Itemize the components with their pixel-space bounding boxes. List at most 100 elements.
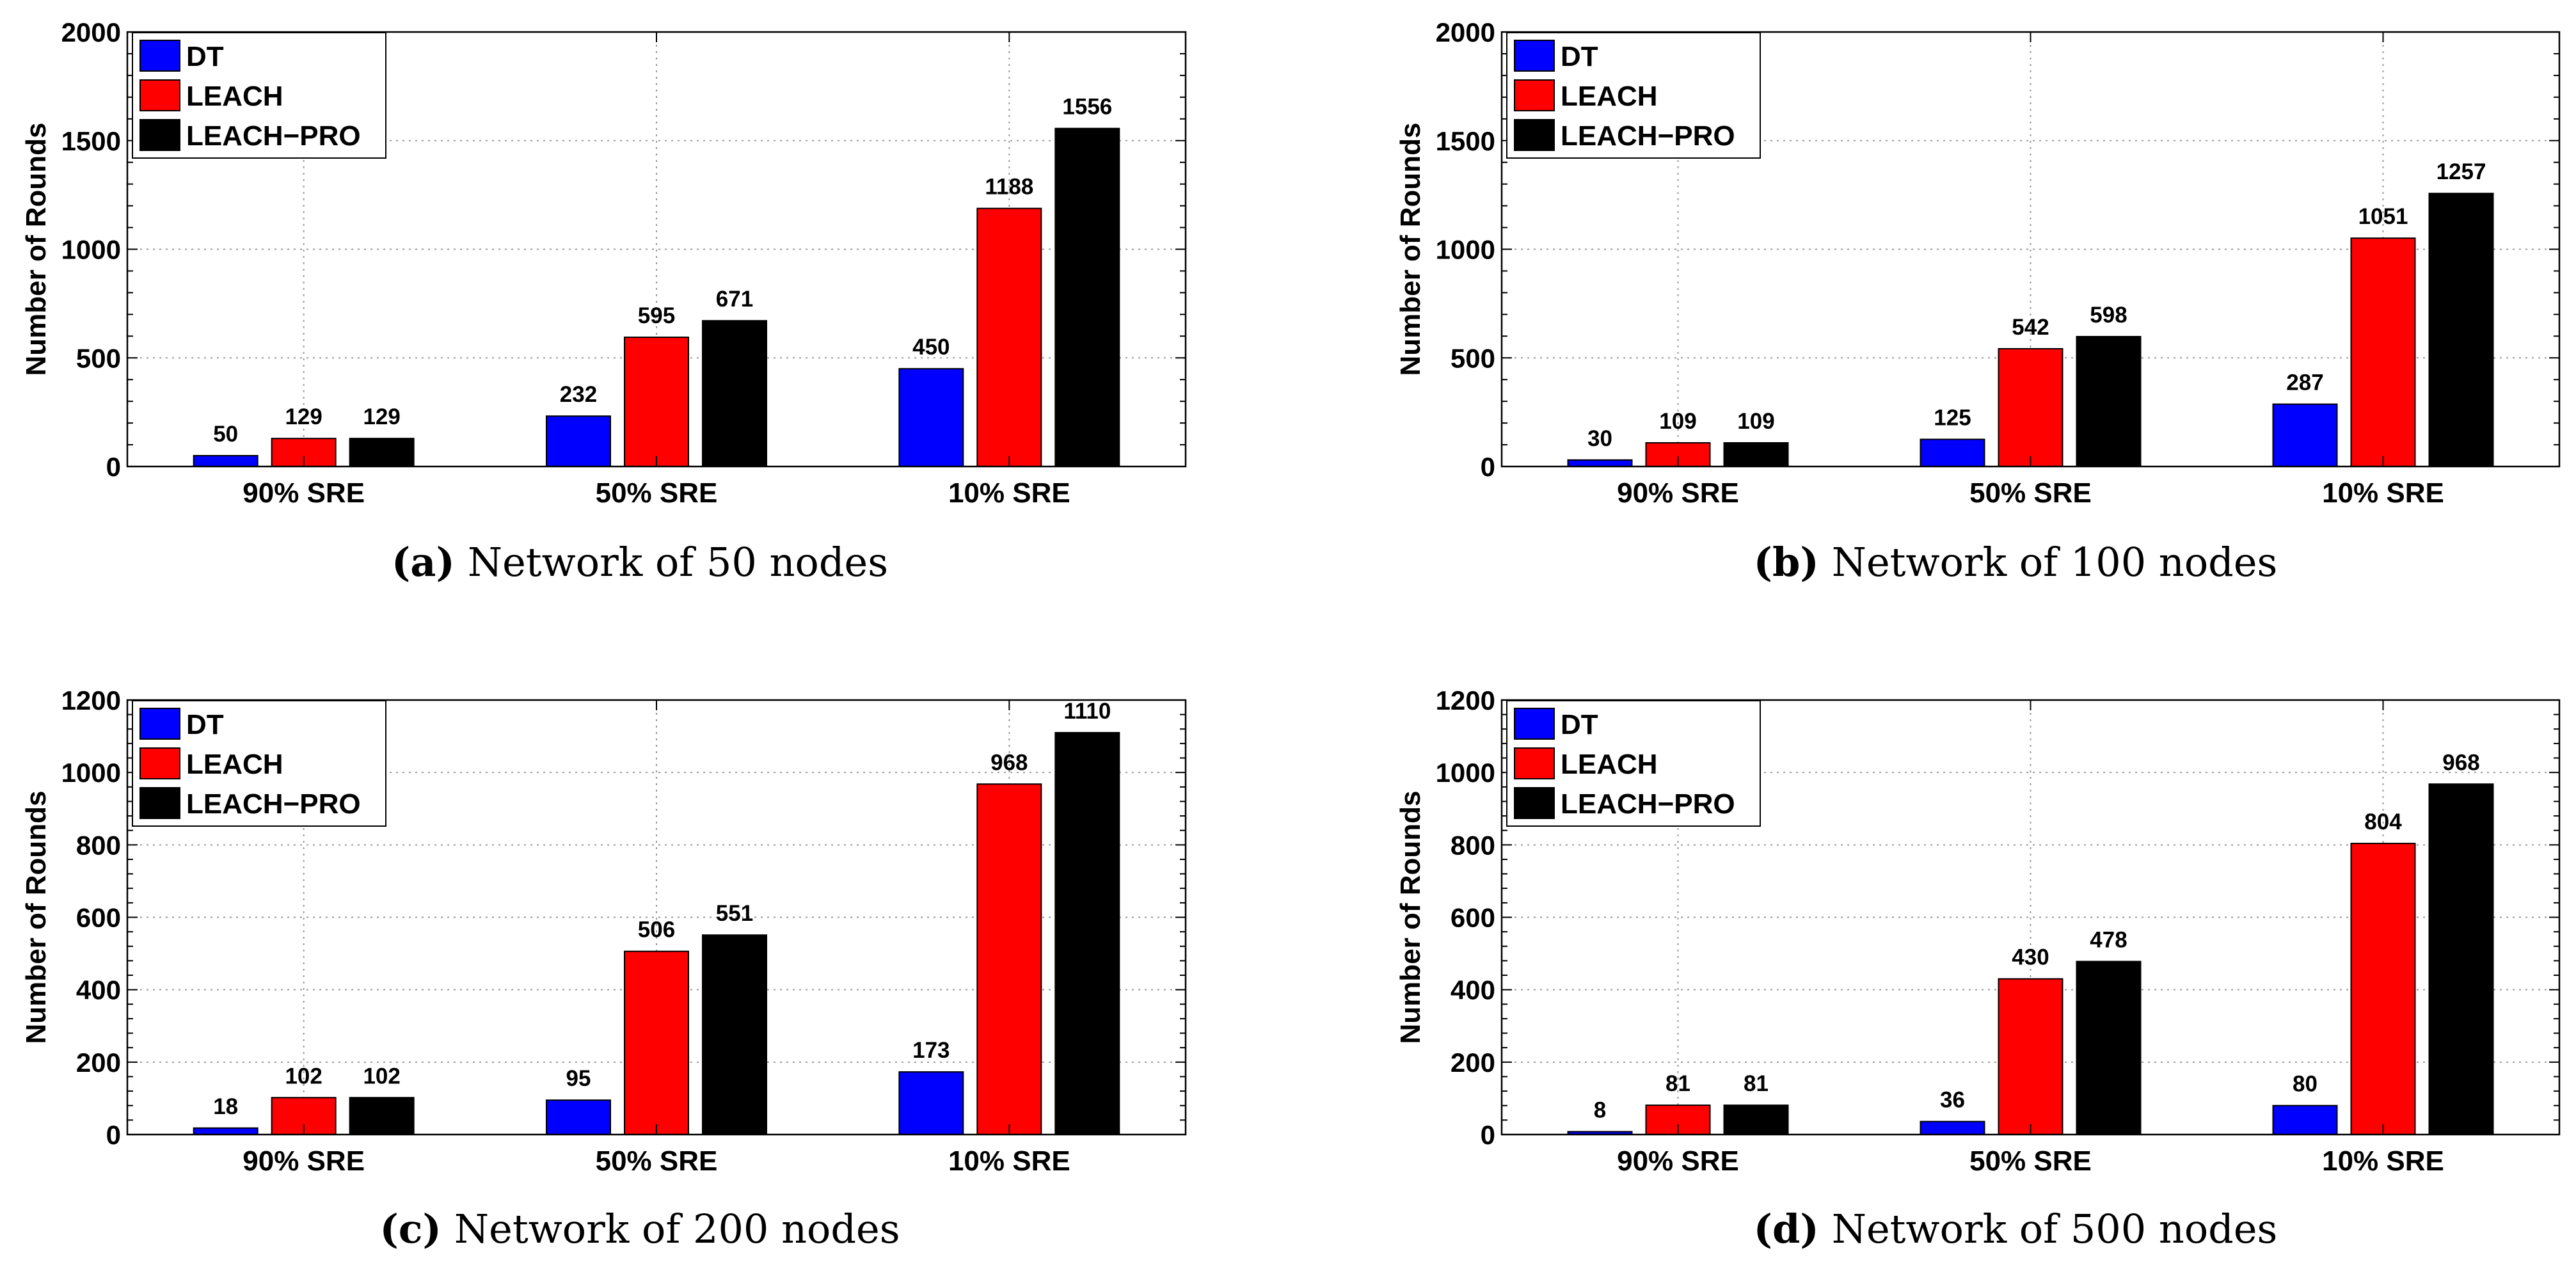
chart-panel-b: 30 125 287 109 542 1051 109 598 1257 0 500 1000 1500… <box>1395 17 2561 586</box>
bar-leachpro-0 <box>349 438 415 468</box>
data-label: 232 <box>560 382 597 407</box>
y-tick-label: 400 <box>1451 975 1495 1005</box>
x-tick-label: 50% SRE <box>596 477 718 509</box>
bar-leachpro-1 <box>2076 960 2142 1135</box>
data-label: 671 <box>716 287 753 312</box>
y-tick-label: 1200 <box>61 685 121 715</box>
caption-text: Network of 200 nodes <box>454 1206 900 1252</box>
data-label: 109 <box>1737 409 1774 434</box>
bar-dt-1 <box>1920 438 1985 467</box>
data-label: 36 <box>1940 1088 1965 1113</box>
legend-swatch <box>139 747 180 779</box>
y-tick-label: 2000 <box>61 17 121 47</box>
bar-leachpro-2 <box>1054 127 1120 468</box>
bar-dt-1 <box>1920 1120 1985 1136</box>
bar-leachpro-0 <box>349 1097 415 1136</box>
x-tick-label: 90% SRE <box>1617 477 1739 509</box>
y-tick-label: 0 <box>106 1120 121 1150</box>
data-label: 1257 <box>2437 159 2486 184</box>
data-label: 598 <box>2090 303 2127 328</box>
bar-leach-1 <box>1998 347 2063 468</box>
bar-dt-2 <box>2272 403 2338 467</box>
y-tick-label: 1500 <box>61 126 121 156</box>
data-label: 595 <box>638 303 675 328</box>
data-label: 506 <box>638 918 675 943</box>
chart-panel-d: 8 36 80 81 430 804 81 478 968 0 200 400 600 800 1000 12… <box>1395 685 2561 1252</box>
data-label: 968 <box>2442 750 2479 775</box>
bar-dt-0 <box>193 455 258 468</box>
y-tick-label: 200 <box>1451 1048 1495 1078</box>
y-tick-label: 500 <box>1451 343 1495 373</box>
bar-leach-1 <box>1998 978 2063 1135</box>
y-tick-label: 800 <box>1451 830 1495 860</box>
data-label: 804 <box>2364 809 2402 834</box>
data-label: 30 <box>1587 426 1612 451</box>
x-tick-label: 50% SRE <box>596 1145 718 1177</box>
legend-entry: LEACH <box>1561 749 1658 780</box>
legend-entry: DT <box>1561 709 1598 740</box>
data-label: 95 <box>566 1066 591 1091</box>
caption-text: Network of 100 nodes <box>1832 539 2278 586</box>
data-label: 478 <box>2090 928 2127 953</box>
legend: DT LEACH LEACH−PRO <box>132 32 386 159</box>
legend-entry: LEACH <box>186 749 283 780</box>
y-tick-label: 500 <box>76 343 121 373</box>
chart-caption: (a) Network of 50 nodes <box>392 539 888 586</box>
x-tick-label: 10% SRE <box>948 477 1070 509</box>
y-tick-label: 2000 <box>1436 17 1495 47</box>
bar-dt-2 <box>898 368 964 467</box>
bar-leachpro-2 <box>2428 783 2494 1135</box>
y-tick-label: 0 <box>106 452 121 482</box>
data-label: 1556 <box>1062 95 1112 120</box>
legend-swatch <box>139 787 180 819</box>
y-tick-label: 0 <box>1481 452 1495 482</box>
x-tick-label: 10% SRE <box>948 1145 1070 1177</box>
y-axis-label: Number of Rounds <box>20 791 52 1044</box>
chart-panel-a: 50 232 450 129 595 1188 129 671 1556 0 500 1000 1500… <box>20 17 1187 586</box>
data-label: 109 <box>1659 409 1696 434</box>
data-label: 968 <box>990 750 1028 775</box>
bar-dt-0 <box>1567 459 1633 468</box>
legend: DT LEACH LEACH−PRO <box>1506 700 1761 827</box>
bar-leachpro-1 <box>702 320 767 467</box>
data-label: 129 <box>285 404 322 429</box>
caption-letter: (a) <box>392 539 455 586</box>
data-label: 129 <box>363 404 400 429</box>
legend-swatch <box>1514 79 1555 111</box>
bar-leachpro-0 <box>1723 442 1789 468</box>
data-label: 125 <box>1934 406 1971 431</box>
data-label: 1188 <box>985 175 1033 200</box>
y-tick-label: 800 <box>76 830 121 860</box>
data-label: 81 <box>1744 1071 1769 1096</box>
bar-leachpro-2 <box>1054 731 1120 1136</box>
y-tick-label: 400 <box>76 975 121 1005</box>
bar-leachpro-1 <box>702 934 767 1135</box>
y-tick-label: 1000 <box>1436 235 1495 265</box>
legend-entry: LEACH−PRO <box>1561 788 1735 820</box>
bar-leach-2 <box>2350 843 2416 1135</box>
bar-dt-0 <box>193 1127 258 1135</box>
chart-panel-c: 18 95 173 102 506 968 102 551 1110 0 200 400 600 800 1… <box>20 685 1187 1252</box>
data-label: 102 <box>363 1064 400 1088</box>
bar-dt-2 <box>898 1071 964 1136</box>
legend-entry: LEACH <box>186 81 283 112</box>
y-tick-label: 600 <box>1451 903 1495 933</box>
bar-dt-1 <box>546 415 611 468</box>
y-axis-label: Number of Rounds <box>20 123 52 376</box>
caption-text: Network of 50 nodes <box>468 539 888 586</box>
y-tick-label: 1000 <box>61 758 121 788</box>
data-label: 80 <box>2293 1072 2318 1097</box>
data-label: 542 <box>2012 315 2049 340</box>
data-label: 173 <box>912 1038 950 1063</box>
bar-leach-2 <box>976 207 1042 467</box>
bar-dt-1 <box>546 1099 611 1136</box>
bar-leach-2 <box>976 783 1042 1135</box>
legend: DT LEACH LEACH−PRO <box>132 700 386 827</box>
x-tick-label: 90% SRE <box>1617 1145 1739 1177</box>
bar-leach-2 <box>2350 237 2416 467</box>
caption-text: Network of 500 nodes <box>1832 1206 2278 1252</box>
data-label: 50 <box>213 422 238 447</box>
y-tick-label: 600 <box>76 903 121 933</box>
legend-swatch <box>139 40 180 72</box>
